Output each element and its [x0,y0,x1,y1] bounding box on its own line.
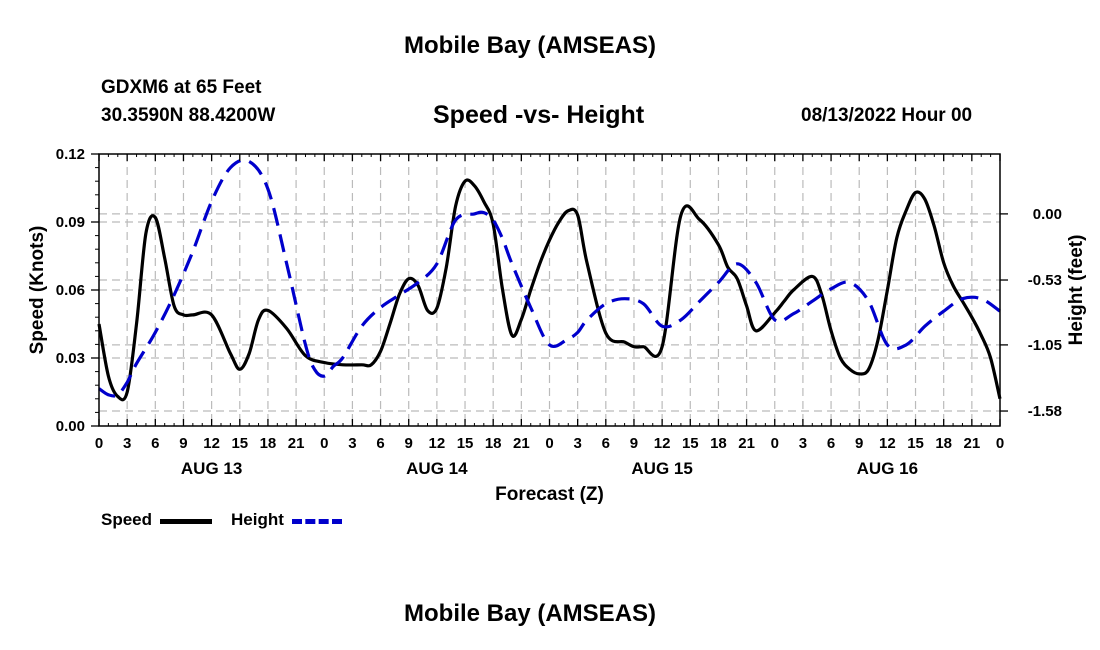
y2-tick-label: -1.05 [1028,337,1062,354]
x-tick-label: 6 [827,435,835,452]
x-tick-label: 0 [771,435,779,452]
chart-title-top: Mobile Bay (AMSEAS) [404,32,657,59]
legend-height-label: Height [231,510,284,529]
x-tick-label: 0 [320,435,328,452]
x-tick-label: 6 [151,435,159,452]
x-tick-label: 0 [996,435,1004,452]
x-tick-label: 18 [485,435,502,452]
x-tick-label: 21 [738,435,755,452]
x-tick-label: 3 [123,435,131,452]
forecast-date: 08/13/2022 Hour 00 [801,105,973,126]
x-tick-label: 6 [376,435,384,452]
y2-tick-label: -0.53 [1028,272,1062,289]
x-tick-label: 15 [907,435,924,452]
station-label: GDXM6 at 65 Feet [101,77,262,98]
x-tick-label: 9 [179,435,187,452]
x-tick-label: 18 [935,435,952,452]
x-tick-label: 9 [855,435,863,452]
y2-axis-title: Height (feet) [1066,235,1087,346]
x-tick-label: 12 [203,435,220,452]
x-tick-label: 18 [260,435,277,452]
y-tick-label: 0.03 [56,350,85,367]
y-tick-label: 0.12 [56,146,85,163]
grid-lines [99,154,1000,426]
x-tick-label: 18 [710,435,727,452]
series-height-line [98,158,1001,398]
x-day-label: AUG 13 [181,459,242,478]
y-axis-title: Speed (Knots) [27,226,48,355]
y-tick-label: 0.09 [56,214,85,231]
legend-height-swatch [292,519,342,524]
x-tick-label: 12 [429,435,446,452]
x-tick-label: 12 [654,435,671,452]
x-tick-label: 21 [513,435,530,452]
x-tick-label: 6 [602,435,610,452]
x-tick-label: 9 [630,435,638,452]
x-axis-title: Forecast (Z) [495,484,604,505]
x-tick-label: 3 [573,435,581,452]
axis-ticks [91,153,1008,427]
series-speed-line [97,178,1002,402]
series-layer [97,158,1002,402]
x-tick-label: 3 [799,435,807,452]
coords-label: 30.3590N 88.4200W [101,105,276,126]
x-tick-label: 21 [288,435,305,452]
x-tick-label: 3 [348,435,356,452]
x-tick-label: 12 [879,435,896,452]
y-tick-label: 0.06 [56,282,85,299]
x-day-label: AUG 14 [406,459,468,478]
chart-title-bottom: Mobile Bay (AMSEAS) [404,600,657,627]
x-tick-label: 9 [405,435,413,452]
y2-tick-label: -1.58 [1028,403,1062,420]
axis-labels: 0 3 6 9 12 15 18 21 0 3 6 9 12 15 18 21 0 3 6 9 12 15 18 21 0 3 6 9… [27,146,1087,505]
y-tick-label: 0.00 [56,418,85,435]
x-tick-label: 15 [457,435,474,452]
x-day-label: AUG 15 [631,459,692,478]
legend-speed-label: Speed [101,510,153,529]
x-tick-label: 0 [95,435,103,452]
legend-speed-swatch [160,519,212,524]
x-tick-label: 15 [231,435,248,452]
x-day-label: AUG 16 [857,459,918,478]
x-tick-label: 21 [964,435,981,452]
x-tick-label: 0 [545,435,553,452]
chart-subtitle: Speed -vs- Height [433,101,645,129]
y2-tick-label: 0.00 [1033,206,1062,223]
x-tick-label: 15 [682,435,699,452]
